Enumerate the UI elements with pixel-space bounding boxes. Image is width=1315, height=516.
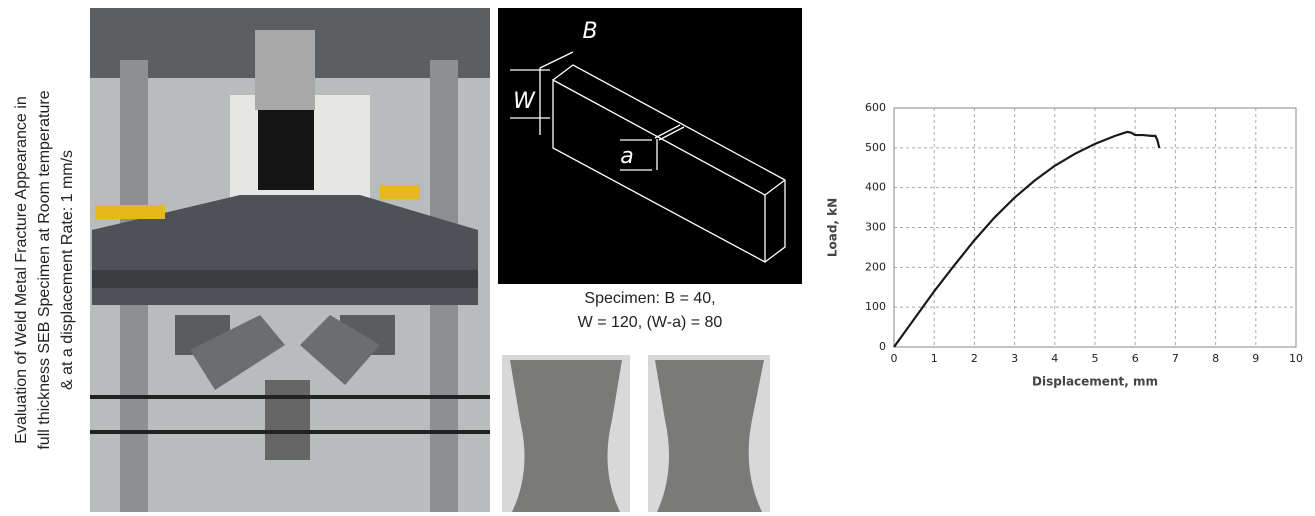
specimen-caption: W = 120, (W-a) = 80	[578, 314, 723, 331]
specimen-diagram: B W a	[498, 8, 802, 284]
x-axis-label: Displacement, mm	[1032, 375, 1158, 389]
fracture-photos	[502, 355, 770, 512]
figure: Evaluation of Weld Metal Fracture Appear…	[0, 0, 1315, 512]
dimension-label: W	[513, 89, 536, 114]
x-tick-label: 6	[1132, 352, 1139, 365]
x-tick-label: 10	[1289, 352, 1303, 365]
y-axis-label: Load, kN	[826, 198, 840, 257]
y-tick-label: 500	[865, 141, 886, 154]
x-tick-label: 1	[931, 352, 938, 365]
caption-line: Evaluation of Weld Metal Fracture Appear…	[13, 96, 30, 443]
specimen-caption: Specimen: B = 40,	[584, 290, 715, 307]
machine-photo	[90, 8, 490, 512]
y-tick-label: 200	[865, 260, 886, 273]
y-tick-label: 0	[879, 340, 886, 353]
x-tick-label: 3	[1011, 352, 1018, 365]
caption-line: & at a displacement Rate: 1 mm/s	[59, 150, 76, 390]
caption-line: full thickness SEB Specimen at Room temp…	[36, 90, 53, 449]
y-tick-label: 400	[865, 181, 886, 194]
y-tick-label: 600	[865, 101, 886, 114]
x-tick-label: 8	[1212, 352, 1219, 365]
x-tick-label: 2	[971, 352, 978, 365]
x-tick-label: 0	[891, 352, 898, 365]
y-tick-label: 300	[865, 221, 886, 234]
y-tick-label: 100	[865, 300, 886, 313]
x-tick-label: 5	[1092, 352, 1099, 365]
dimension-label: a	[620, 144, 633, 169]
x-tick-label: 7	[1172, 352, 1179, 365]
dimension-label: B	[582, 19, 597, 44]
x-tick-label: 4	[1051, 352, 1058, 365]
x-tick-label: 9	[1252, 352, 1259, 365]
